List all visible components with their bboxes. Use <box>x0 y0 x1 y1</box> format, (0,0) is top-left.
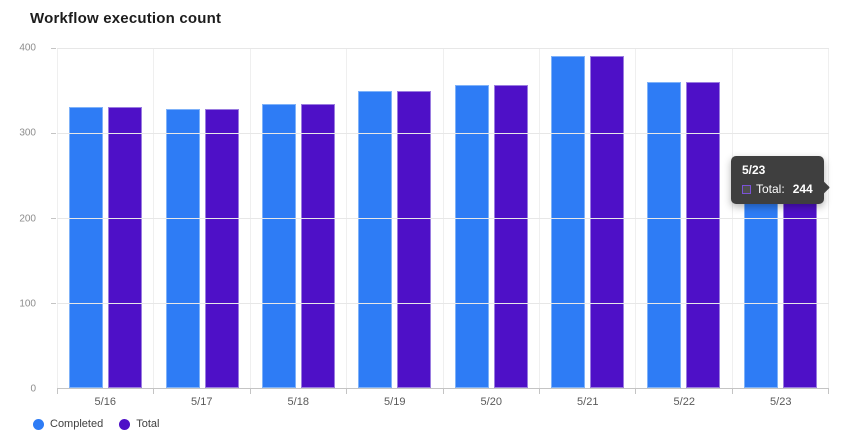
gridline <box>51 218 829 219</box>
x-axis: 5/16 5/17 5/18 5/19 5/20 5/21 5/22 5/23 <box>57 396 829 408</box>
legend-item-total[interactable]: Total <box>119 418 159 430</box>
legend-label: Total <box>136 418 160 430</box>
x-axis-tick-label: 5/19 <box>384 396 406 408</box>
bar-group <box>733 48 830 394</box>
total-legend-swatch-icon <box>119 418 131 430</box>
completed-bar[interactable] <box>261 104 296 388</box>
total-bar[interactable] <box>204 109 239 388</box>
total-bar[interactable] <box>397 90 432 388</box>
bar-group <box>444 48 541 394</box>
x-axis-tick-label: 5/23 <box>770 396 792 408</box>
chart-title: Workflow execution count <box>30 10 222 27</box>
x-axis-tick-label: 5/16 <box>94 396 116 408</box>
total-bar[interactable] <box>493 84 528 388</box>
tooltip-series-value: 244 <box>792 182 813 196</box>
total-bar[interactable] <box>590 55 625 388</box>
gridline <box>51 303 829 304</box>
y-axis-tick-label: 0 <box>30 383 36 395</box>
plot-area <box>51 48 830 394</box>
completed-bar[interactable] <box>69 106 104 388</box>
tooltip-date: 5/23 <box>742 163 766 177</box>
total-bar[interactable] <box>300 104 335 388</box>
bar-columns <box>57 48 830 394</box>
bar-group <box>251 48 348 394</box>
legend-label: Completed <box>50 418 104 430</box>
completed-bar[interactable] <box>454 84 489 388</box>
y-axis: 0 100 200 300 400 <box>0 43 48 395</box>
y-axis-tick-label: 400 <box>19 42 36 54</box>
bar-group <box>57 48 155 394</box>
x-axis-tick-label: 5/22 <box>673 396 695 408</box>
gridline <box>51 133 829 134</box>
x-axis-tick-label: 5/20 <box>480 396 502 408</box>
completed-bar[interactable] <box>743 180 778 388</box>
y-tick-mark <box>51 218 56 219</box>
tooltip-series-label: Total: <box>756 182 785 196</box>
total-bar[interactable] <box>782 180 817 388</box>
completed-bar[interactable] <box>165 109 200 388</box>
completed-legend-swatch-icon <box>33 418 44 430</box>
total-bar[interactable] <box>686 82 721 388</box>
y-tick-mark <box>51 303 56 304</box>
legend-item-completed[interactable]: Completed <box>33 418 103 430</box>
total-bar[interactable] <box>108 106 143 388</box>
completed-bar[interactable] <box>551 55 586 388</box>
x-axis-tick-label: 5/21 <box>577 396 599 408</box>
gridline <box>51 48 829 49</box>
tooltip-series-row: Total: 244 <box>742 182 813 196</box>
y-axis-tick-label: 300 <box>19 127 36 139</box>
completed-bar[interactable] <box>647 82 682 388</box>
chart-legend: Completed Total <box>33 418 159 430</box>
y-tick-mark <box>51 133 56 134</box>
chart-tooltip: 5/23 Total: 244 <box>731 156 830 204</box>
y-tick-mark <box>51 48 56 49</box>
completed-bar[interactable] <box>358 90 393 388</box>
y-axis-tick-label: 100 <box>19 298 36 310</box>
x-axis-tick-label: 5/18 <box>287 396 309 408</box>
x-axis-tick-label: 5/17 <box>191 396 213 408</box>
total-series-swatch-icon <box>742 184 751 194</box>
y-axis-tick-label: 200 <box>19 213 36 224</box>
